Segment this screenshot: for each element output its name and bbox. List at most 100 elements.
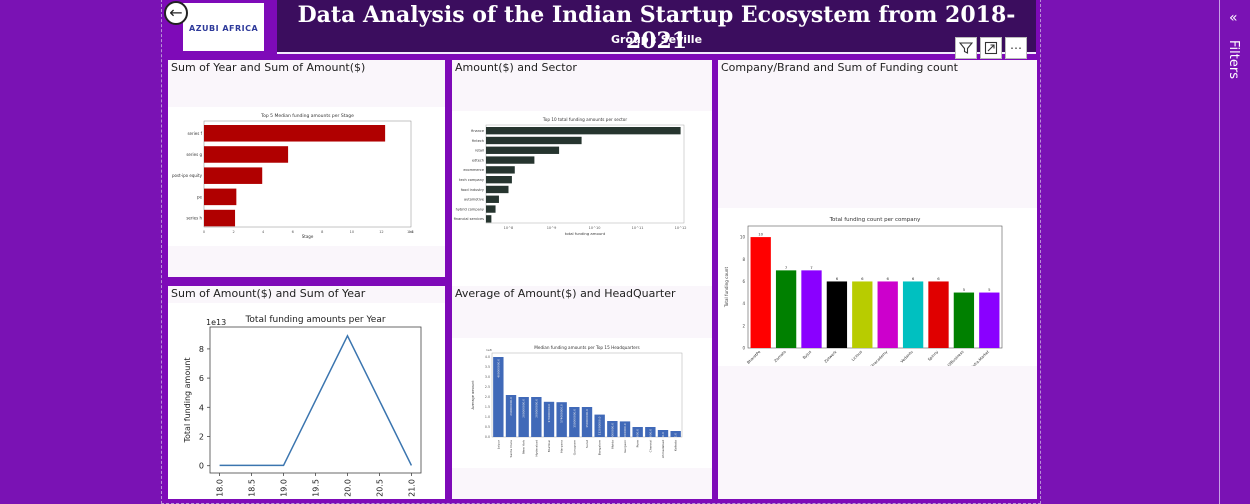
data-label: 400000000.0 — [496, 359, 500, 378]
tick-label: Haryana — [560, 440, 564, 453]
tick-label: 6 — [292, 230, 294, 234]
chart-title: Total funding amounts per Year — [244, 315, 385, 325]
chart-title: Total funding count per company — [829, 217, 921, 223]
bar — [543, 401, 555, 437]
filters-label[interactable]: Filters — [1226, 40, 1241, 79]
tick-label: 10^8 — [504, 226, 514, 230]
data-label: 6 — [937, 276, 940, 281]
tile-title: Sum of Year and Sum of Amount($) — [171, 61, 366, 74]
tick-label: 10 — [740, 235, 746, 240]
tick-label: 10^9 — [547, 226, 557, 230]
data-label: 78000000.0 — [623, 423, 627, 440]
tick-label: 10^10 — [589, 226, 601, 230]
double-chevron-icon[interactable]: « — [1229, 10, 1238, 26]
tick-label: ecommerce — [463, 168, 484, 172]
tick-label: 1.0 — [485, 415, 490, 419]
tick-label: Licious — [850, 349, 863, 362]
filters-pane[interactable]: « Filters — [1219, 0, 1250, 504]
tick-label: 2.0 — [485, 395, 490, 399]
data-label: 6 — [912, 276, 915, 281]
tick-label: Vedantu — [899, 349, 914, 364]
tick-label: 20.0 — [343, 479, 352, 497]
data-label: 50000000.0 — [636, 429, 640, 446]
tick-label: 6 — [199, 374, 204, 383]
tick-label: series h — [186, 216, 202, 221]
tick-label: Gurgaon — [623, 440, 627, 453]
bar — [619, 421, 631, 437]
tile-year-funding[interactable]: Sum of Amount($) and Sum of Year Total f… — [168, 286, 445, 499]
tick-label: Hyderabad — [534, 440, 538, 457]
bar — [486, 146, 560, 154]
tick-label: 0.0 — [485, 435, 490, 439]
bar — [204, 188, 237, 206]
bar — [486, 127, 681, 135]
chart-title: Top 10 total funding amounts per sector — [542, 117, 627, 122]
bar — [581, 407, 593, 437]
logo-text: AZUBI AFRICA — [189, 24, 259, 33]
tick-label: 10^12 — [675, 226, 687, 230]
tick-label: 4.0 — [485, 355, 490, 359]
tick-label: BharatPe — [746, 349, 762, 365]
tick-label: Infra.Market — [970, 349, 990, 366]
chart-image: Top 10 total funding amounts per sector f… — [452, 111, 712, 299]
bar — [204, 209, 236, 227]
tile-stage-funding[interactable]: Sum of Year and Sum of Amount($) Top 5 M… — [168, 60, 445, 277]
tick-label: 10 — [350, 230, 354, 234]
tile-title: Company/Brand and Sum of Funding count — [721, 61, 958, 74]
tile-headquarter-funding[interactable]: Average of Amount($) and HeadQuarter Med… — [452, 286, 712, 499]
tick-label: retail — [475, 149, 484, 153]
tick-label: fintech — [472, 139, 484, 143]
tick-label: 18.0 — [216, 479, 225, 497]
tick-label: 18.5 — [248, 479, 257, 497]
tick-label: 0 — [742, 346, 745, 351]
tick-label: finance — [471, 129, 484, 133]
tick-label: hybrid company — [456, 207, 484, 211]
visual-header-actions: ⋯ — [955, 37, 1027, 59]
data-label: 5 — [988, 287, 991, 292]
axis-label: Total funding amount — [183, 357, 192, 443]
data-label: 50000000.0 — [648, 429, 652, 446]
tick-label: Chennai — [648, 440, 652, 452]
year-line-chart: Total funding amounts per Year 1e13 0 2 4 6 8 1… — [183, 315, 422, 497]
tick-label: 0 — [199, 462, 204, 471]
page-subtitle: Group : Seville — [610, 33, 703, 46]
tick-label: Zomato — [773, 349, 787, 363]
tick-label: 2 — [232, 230, 234, 234]
chart-image: Total funding count per company 0 2 4 6 8 10 10… — [718, 208, 1037, 369]
data-label: 5 — [963, 287, 966, 292]
tick-label: food industry — [461, 188, 484, 192]
report-header: Data Analysis of the Indian Startup Ecos… — [277, 0, 1036, 54]
bar — [826, 281, 848, 348]
data-label: 200000000.0 — [522, 399, 526, 418]
tile-sector-funding[interactable]: Amount($) and Sector Top 10 total fundin… — [452, 60, 712, 299]
tick-label: 19.5 — [312, 479, 321, 497]
tick-label: 20.5 — [375, 479, 384, 497]
axis-exponent: 1e8 — [407, 230, 414, 234]
tick-label: 1.5 — [485, 405, 490, 409]
page-title: Data Analysis of the Indian Startup Ecos… — [297, 2, 1016, 54]
plot-frame — [747, 225, 1003, 349]
data-label: 80000000.0 — [610, 423, 614, 440]
azubi-logo: AZUBI AFRICA — [183, 3, 264, 51]
data-label: 200000000.0 — [534, 399, 538, 418]
more-options-icon[interactable]: ⋯ — [1005, 37, 1027, 59]
data-label: 30000000.0 — [674, 433, 678, 450]
tick-label: 4 — [199, 403, 204, 412]
back-arrow-icon[interactable]: ← — [164, 1, 188, 25]
tile-company-funding-count[interactable]: Company/Brand and Sum of Funding count T… — [718, 60, 1037, 499]
tick-label: edtech — [472, 158, 484, 162]
data-label: 10 — [758, 232, 763, 237]
tick-label: 0 — [203, 230, 205, 234]
filter-icon[interactable] — [955, 37, 977, 59]
chart-image: Median funding amounts per Top 15 Headqu… — [452, 338, 712, 468]
tick-label: Kolkata — [674, 440, 678, 451]
tick-label: Santa Clara — [509, 440, 513, 458]
axis-label: total funding amount — [565, 231, 606, 236]
bar — [852, 281, 873, 348]
focus-mode-icon[interactable] — [980, 37, 1002, 59]
data-label: 176000000.0 — [547, 404, 551, 423]
tick-label: post-ipo equity — [172, 173, 203, 178]
bar — [505, 395, 517, 437]
tick-label: 2 — [199, 433, 204, 442]
bar — [750, 237, 771, 348]
